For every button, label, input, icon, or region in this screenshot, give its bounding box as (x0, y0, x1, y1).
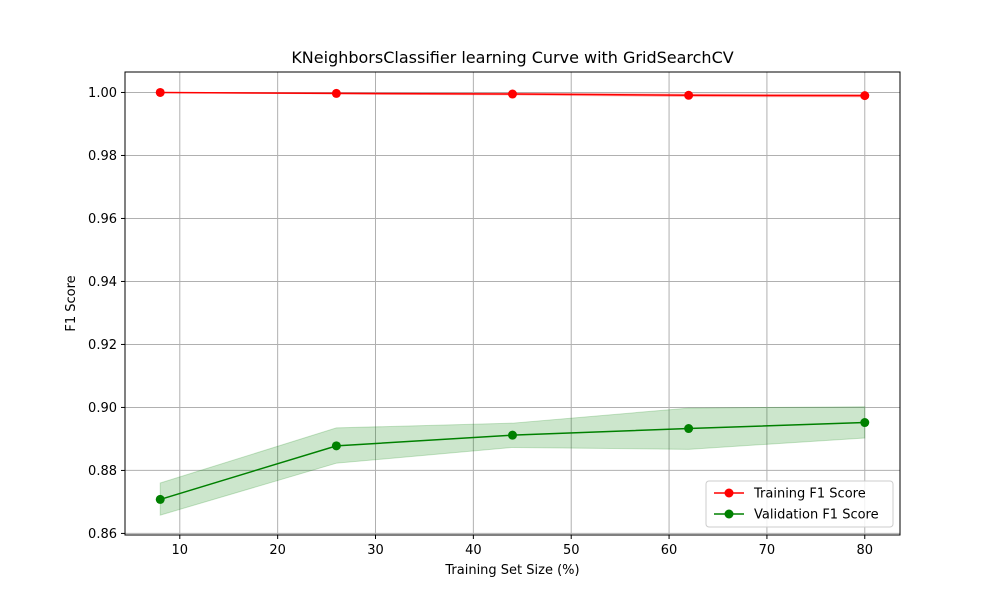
training-data-point (331, 88, 341, 98)
x-tick-label: 80 (856, 543, 873, 558)
x-tick-label: 70 (759, 543, 776, 558)
training-data-point (684, 90, 694, 100)
validation-data-point (331, 441, 341, 451)
x-tick-label: 30 (367, 543, 384, 558)
legend-box (705, 480, 894, 528)
training-data-point (860, 91, 870, 101)
plot-frame (124, 71, 901, 536)
y-tick-label: 0.98 (88, 149, 117, 164)
y-tick-label: 0.92 (88, 338, 117, 353)
x-tick-label: 50 (563, 543, 580, 558)
legend: Training F1 Score Validation F1 Score (705, 480, 894, 528)
legend-validation-label: Validation F1 Score (754, 508, 879, 523)
validation-data-point (155, 494, 165, 504)
x-tick-label: 60 (661, 543, 678, 558)
x-tick-label: 20 (269, 543, 286, 558)
chart-title: KNeighborsClassifier learning Curve with… (291, 48, 733, 67)
training-data-point (155, 87, 165, 97)
y-tick-label: 0.86 (88, 527, 117, 542)
validation-data-point (860, 418, 870, 428)
training-data-point (508, 89, 517, 99)
x-tick-label: 10 (172, 543, 189, 558)
axis-ticks: 10 20 30 40 50 60 70 80 0.86 0.88 0.90 0.92 0.94 0.96… (88, 86, 873, 558)
y-tick-label: 1.00 (88, 86, 117, 101)
grid (125, 72, 900, 535)
x-tick-label: 40 (465, 543, 482, 558)
y-tick-label: 0.90 (88, 401, 117, 416)
series-markers (155, 87, 870, 504)
y-axis-label: F1 Score (64, 275, 79, 331)
legend-training-label: Training F1 Score (753, 487, 866, 502)
x-axis-label: Training Set Size (%) (444, 563, 579, 578)
legend-training-marker (724, 488, 734, 498)
y-tick-label: 0.94 (88, 275, 117, 290)
y-tick-label: 0.96 (88, 212, 117, 227)
validation-confidence-band (159, 406, 866, 516)
validation-data-point (684, 424, 694, 434)
y-tick-label: 0.88 (88, 464, 117, 479)
validation-data-point (508, 430, 517, 440)
legend-validation-marker (724, 509, 734, 519)
